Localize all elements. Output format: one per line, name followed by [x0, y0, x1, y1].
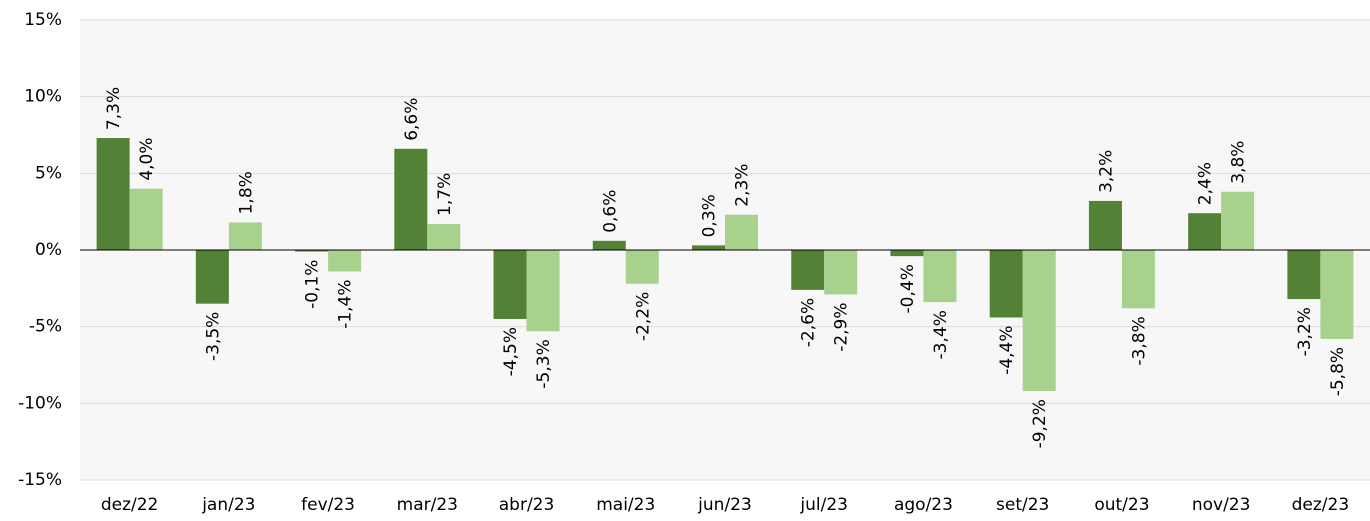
bar — [328, 250, 362, 272]
data-label: -4,5% — [501, 327, 521, 376]
y-tick-label: 15% — [24, 10, 62, 30]
data-label: -5,8% — [1328, 347, 1348, 396]
data-label: -2,2% — [633, 292, 653, 341]
bar — [1320, 250, 1354, 339]
bar — [1088, 200, 1122, 250]
data-label: 2,3% — [733, 164, 753, 207]
x-tick-label: out/23 — [1094, 495, 1149, 515]
data-label: -3,2% — [1295, 307, 1315, 356]
data-label: 4,0% — [137, 137, 157, 180]
y-tick-label: 5% — [35, 163, 62, 183]
bar — [1188, 213, 1222, 250]
data-label: 0,6% — [600, 190, 620, 233]
x-tick-label: ago/23 — [894, 495, 953, 515]
data-label: -2,9% — [832, 302, 852, 351]
x-tick-label: fev/23 — [301, 495, 355, 515]
bar — [295, 250, 329, 252]
data-label: 0,3% — [700, 194, 720, 237]
bar — [1287, 250, 1321, 300]
x-tick-label: dez/23 — [1292, 495, 1350, 515]
bar — [989, 250, 1023, 318]
bar — [923, 250, 957, 303]
bar — [824, 250, 858, 295]
data-label: -1,4% — [336, 279, 356, 328]
data-label: -0,4% — [898, 264, 918, 313]
data-label: -9,2% — [1030, 399, 1050, 448]
bar — [1022, 250, 1056, 392]
data-label: 1,7% — [435, 173, 455, 216]
data-label: -0,1% — [303, 260, 323, 309]
x-tick-label: dez/22 — [101, 495, 159, 515]
data-label: 1,8% — [236, 171, 256, 214]
data-label: -4,4% — [997, 325, 1017, 374]
bar — [890, 250, 924, 257]
x-tick-label: mai/23 — [596, 495, 655, 515]
y-tick-label: -5% — [29, 317, 62, 337]
x-tick-label: jul/23 — [799, 495, 848, 515]
x-tick-label: nov/23 — [1192, 495, 1251, 515]
bar — [1221, 191, 1255, 250]
bar — [725, 214, 758, 250]
y-tick-label: -10% — [18, 393, 62, 413]
bar — [625, 250, 659, 284]
data-label: -3,5% — [203, 312, 223, 361]
data-label: 3,2% — [1096, 150, 1116, 193]
bar — [96, 138, 130, 250]
bar — [791, 250, 825, 290]
x-tick-label: abr/23 — [499, 495, 555, 515]
data-label: 7,3% — [104, 87, 124, 130]
bar — [1121, 250, 1155, 309]
data-label: -5,3% — [534, 339, 554, 388]
x-tick-label: jan/23 — [201, 495, 255, 515]
data-label: 2,4% — [1196, 162, 1216, 205]
data-label: -3,4% — [931, 310, 951, 359]
x-tick-label: jun/23 — [697, 495, 752, 515]
bar — [493, 250, 527, 319]
bar — [592, 240, 626, 250]
data-label: 3,8% — [1229, 141, 1249, 184]
bar — [427, 223, 461, 250]
bar — [526, 250, 560, 332]
y-tick-label: -15% — [18, 470, 62, 490]
bar — [692, 245, 725, 250]
bar — [394, 148, 428, 250]
x-tick-label: mar/23 — [397, 495, 458, 515]
bar — [228, 222, 262, 250]
y-tick-label: 0% — [35, 240, 62, 260]
bar — [195, 250, 229, 304]
y-tick-label: 10% — [24, 87, 62, 107]
bar — [129, 188, 163, 250]
data-label: 6,6% — [402, 98, 422, 141]
data-label: -3,8% — [1129, 316, 1149, 365]
x-tick-label: set/23 — [996, 495, 1049, 515]
data-label: -2,6% — [799, 298, 819, 347]
